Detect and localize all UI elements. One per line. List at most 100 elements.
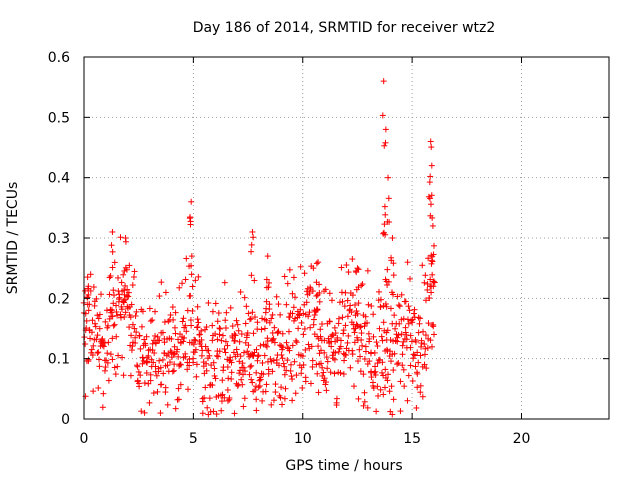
data-point — [270, 397, 277, 404]
data-point — [253, 369, 260, 376]
data-point — [364, 267, 371, 274]
data-point — [376, 325, 383, 332]
data-point — [355, 300, 362, 307]
data-point — [391, 350, 398, 357]
data-point — [232, 332, 239, 339]
data-point — [109, 228, 116, 235]
data-point — [300, 310, 307, 317]
data-point — [159, 356, 166, 363]
data-point — [366, 358, 373, 365]
data-point — [154, 388, 161, 395]
data-point — [337, 370, 344, 377]
data-point — [315, 259, 322, 266]
data-point — [140, 357, 147, 364]
data-point — [421, 279, 428, 286]
y-tick-label: 0 — [61, 412, 70, 428]
data-point — [138, 323, 145, 330]
data-point — [176, 284, 183, 291]
data-point — [293, 372, 300, 379]
data-point — [114, 274, 121, 281]
data-point — [388, 358, 395, 365]
data-point — [151, 308, 158, 315]
data-point — [270, 335, 277, 342]
data-point — [187, 221, 194, 228]
data-point — [105, 377, 112, 384]
data-point — [194, 324, 201, 331]
data-point — [340, 327, 347, 334]
data-point — [240, 349, 247, 356]
data-point — [176, 361, 183, 368]
data-point — [373, 339, 380, 346]
data-point — [342, 289, 349, 296]
data-point — [277, 311, 284, 318]
data-point — [328, 297, 335, 304]
data-point — [120, 271, 127, 278]
data-point — [321, 349, 328, 356]
data-point — [240, 371, 247, 378]
data-point — [404, 259, 411, 266]
data-point — [319, 320, 326, 327]
data-point — [313, 292, 320, 299]
data-point — [417, 352, 424, 359]
data-point — [239, 381, 246, 388]
data-point — [309, 363, 316, 370]
data-point — [109, 248, 116, 255]
data-point — [335, 315, 342, 322]
data-point — [430, 323, 437, 330]
data-point — [108, 242, 115, 249]
data-point — [186, 356, 193, 363]
data-point — [348, 309, 355, 316]
data-point — [307, 380, 314, 387]
data-point — [279, 401, 286, 408]
data-point — [292, 390, 299, 397]
data-point — [289, 397, 296, 404]
data-point — [314, 306, 321, 313]
data-point — [133, 362, 140, 369]
data-point — [263, 284, 270, 291]
data-point — [269, 368, 276, 375]
data-point — [296, 311, 303, 318]
data-point — [198, 352, 205, 359]
data-point — [259, 359, 266, 366]
data-point — [182, 276, 189, 283]
data-point — [297, 306, 304, 313]
data-point — [379, 359, 386, 366]
data-point — [286, 314, 293, 321]
data-point — [202, 343, 209, 350]
data-point — [358, 282, 365, 289]
data-point — [262, 388, 269, 395]
data-point — [245, 342, 252, 349]
data-point — [283, 301, 290, 308]
data-point — [102, 364, 109, 371]
data-point — [108, 309, 115, 316]
data-point — [125, 293, 132, 300]
data-point — [119, 354, 126, 361]
data-point — [151, 350, 158, 357]
data-point — [203, 367, 210, 374]
data-point — [182, 322, 189, 329]
data-point — [244, 329, 251, 336]
data-point — [309, 288, 316, 295]
data-point — [190, 359, 197, 366]
data-point — [113, 308, 120, 315]
data-point — [250, 234, 257, 241]
data-point — [229, 323, 236, 330]
data-point — [206, 352, 213, 359]
data-point — [400, 315, 407, 322]
data-point — [351, 329, 358, 336]
data-point — [179, 318, 186, 325]
data-point — [388, 383, 395, 390]
data-point — [196, 331, 203, 338]
data-point — [91, 320, 98, 327]
data-point — [145, 352, 152, 359]
data-point — [256, 382, 263, 389]
data-point — [224, 342, 231, 349]
data-point — [374, 383, 381, 390]
data-point — [120, 372, 127, 379]
data-point — [136, 383, 143, 390]
data-point — [315, 389, 322, 396]
data-point — [192, 277, 199, 284]
data-point — [215, 353, 222, 360]
data-point — [353, 269, 360, 276]
data-point — [321, 337, 328, 344]
